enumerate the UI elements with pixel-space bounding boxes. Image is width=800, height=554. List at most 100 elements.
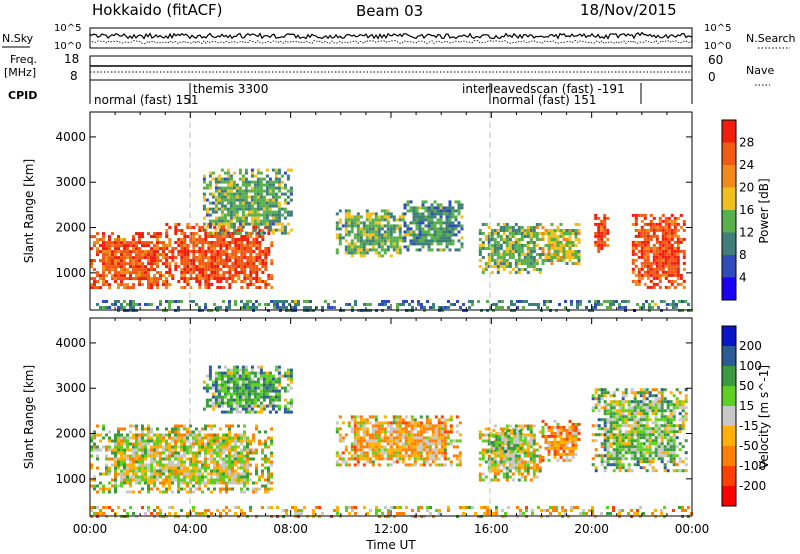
velocity-cell [244,383,248,387]
velocity-cell [446,442,450,446]
velocity-cell [138,448,141,452]
power-cell [412,239,416,243]
velocity-cell [440,433,444,437]
velocity-cell [259,368,263,372]
velocity-cell [126,490,129,494]
power-cell [189,268,193,271]
power-cell [111,241,114,245]
velocity-cell [219,472,222,476]
velocity-cell [493,454,497,458]
power-cell [514,250,518,253]
power-cell [192,232,196,235]
power-cell [661,261,665,265]
power-cell [141,283,144,287]
velocity-cell [440,454,444,458]
velocity-cell [271,395,275,399]
power-cell [664,240,668,244]
velocity-cell [274,365,278,369]
velocity-cell [153,445,156,449]
power-cell [643,273,647,277]
velocity-cell [526,466,530,470]
power-cell [344,221,348,225]
velocity-cell [514,424,518,428]
velocity-cell [514,454,518,458]
velocity-cell [283,389,287,393]
velocity-cell [520,472,524,476]
power-cell [153,232,156,236]
power-cell [421,200,425,204]
velocity-cell [514,466,518,470]
power-cell [144,253,147,257]
power-cell [219,274,223,277]
power-cell [565,250,569,253]
power-cell [249,274,253,277]
velocity-cell [243,490,246,494]
velocity-cell [496,466,500,470]
power-cell [526,229,530,232]
power-cell [350,230,354,234]
power-cell [220,168,224,172]
velocity-cell [243,436,246,440]
power-cell [603,231,607,235]
power-cell [672,306,675,309]
velocity-cell [371,463,375,467]
power-cell [412,215,416,219]
power-cell [114,268,117,272]
power-cell [652,249,656,253]
velocity-cell [132,463,135,467]
power-cell [415,218,419,222]
velocity-cell [231,487,234,491]
velocity-cell [286,401,290,405]
velocity-cell [449,424,453,428]
velocity-cell [538,466,542,470]
power-cell [389,230,393,234]
velocity-cell [90,463,93,467]
velocity-cell [255,448,258,452]
power-cell [231,253,235,256]
velocity-cell [246,436,249,440]
power-cell [250,180,254,184]
velocity-cell [264,454,267,458]
velocity-cell [177,433,180,437]
velocity-cell [237,451,240,455]
power-cell [150,286,153,290]
power-cell [117,259,120,263]
power-cell [673,279,677,283]
power-cell [409,233,413,237]
power-cell [652,258,656,262]
power-cell [210,283,214,286]
velocity-cell [162,463,165,467]
power-cell [433,224,437,228]
power-cell [445,245,449,249]
power-cell [229,213,233,217]
velocity-cell [380,430,384,434]
velocity-cell [226,368,230,372]
power-cell [214,198,218,202]
power-cell [324,300,327,303]
power-cell [354,300,357,303]
power-cell [453,303,456,306]
power-cell [156,232,159,236]
velocity-cell [383,415,387,419]
power-cell [565,238,569,241]
power-cell [673,255,677,259]
power-cell [165,280,169,283]
power-cell [359,239,363,243]
velocity-cell [277,365,281,369]
power-cell [216,244,220,247]
power-cell [508,229,512,232]
power-cell [574,238,578,241]
power-cell [423,306,426,309]
power-cell [90,247,93,251]
velocity-cell [365,439,369,443]
velocity-cell [174,469,177,473]
power-cell [495,306,498,309]
velocity-cell [253,389,257,393]
velocity-cell [208,398,212,402]
velocity-cell [235,410,239,414]
velocity-cell [120,436,123,440]
power-cell [424,218,428,222]
power-cell [129,274,132,278]
velocity-cell [111,448,114,452]
velocity-cell [398,430,402,434]
